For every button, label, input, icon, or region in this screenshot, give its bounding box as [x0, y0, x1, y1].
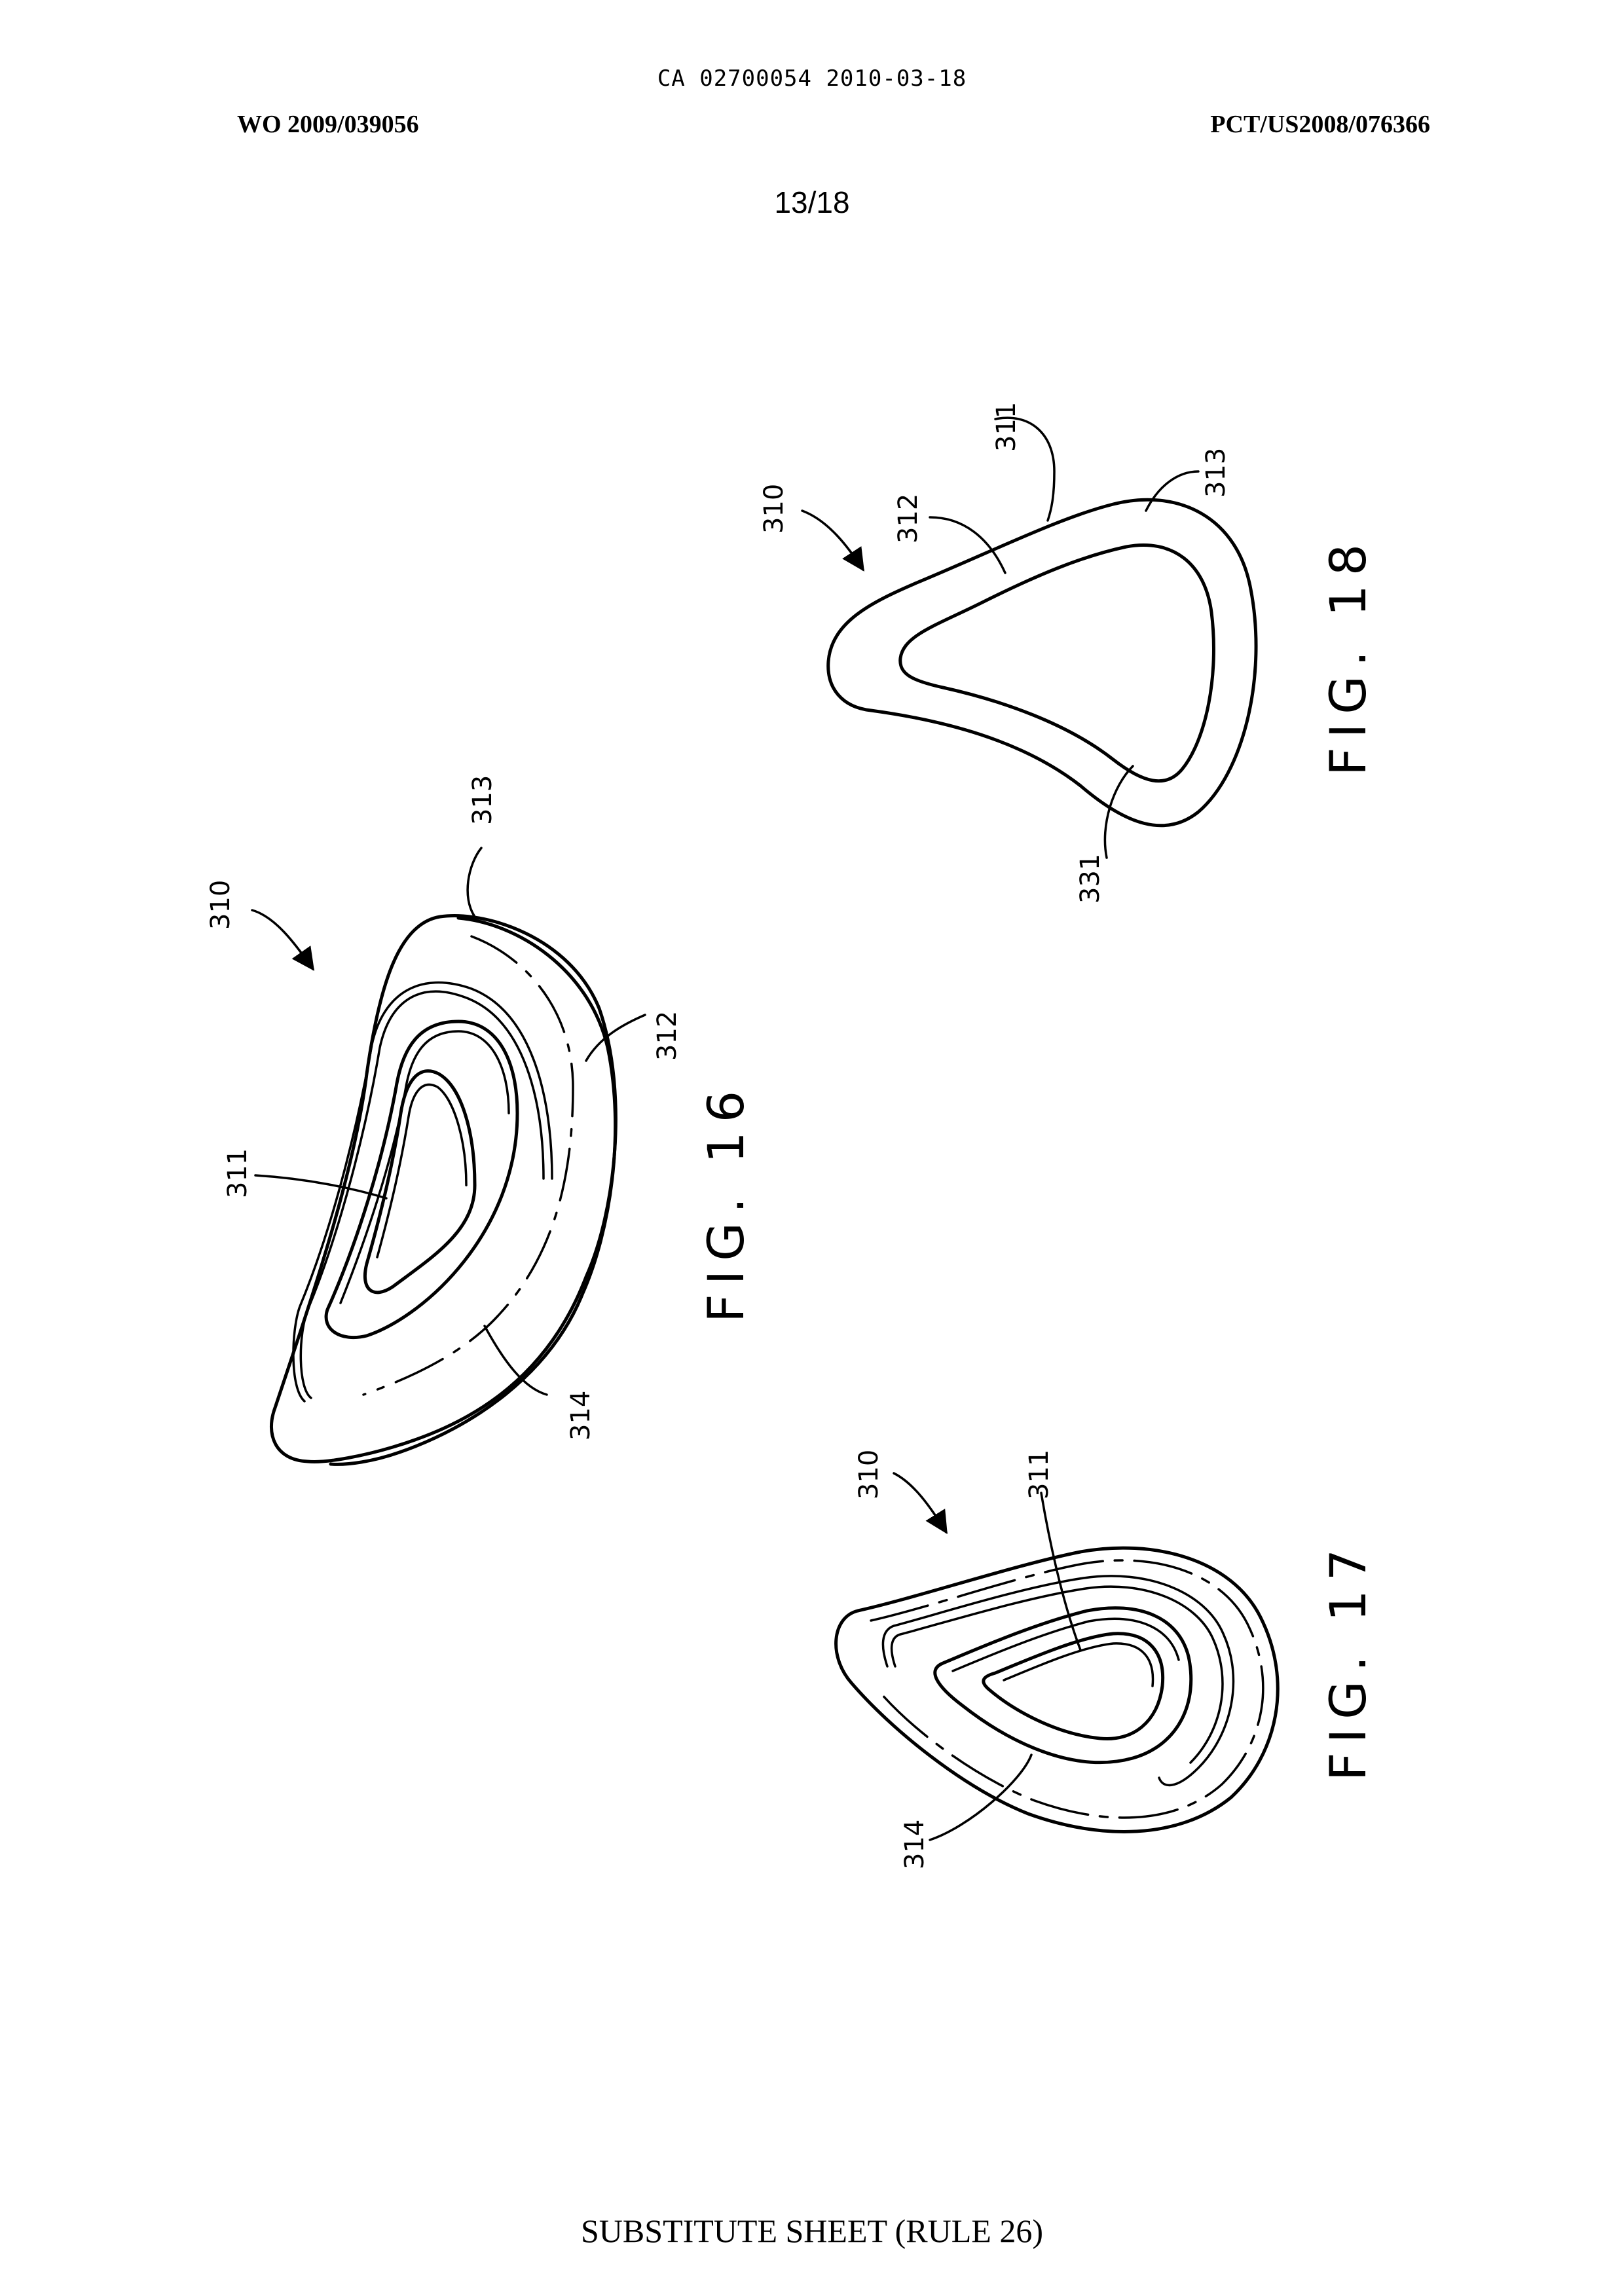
figure-18: 310 311 313 312 331 FIG. 18	[759, 402, 1377, 904]
fig16-leader-313	[468, 848, 481, 917]
fig18-ref-311: 311	[991, 402, 1022, 452]
fig16-pad-drawing	[271, 916, 616, 1465]
fig16-ref-312: 312	[652, 1011, 682, 1061]
fig18-stippled-region	[900, 545, 1214, 780]
fig18-pad-drawing	[828, 500, 1256, 826]
fig16-leader-311	[255, 1175, 386, 1198]
fig18-leader-312	[930, 517, 1005, 573]
fig17-pad-drawing	[836, 1548, 1278, 1831]
fig18-ref-313: 313	[1201, 448, 1231, 498]
fig17-ref-311: 311	[1024, 1450, 1054, 1499]
figure-17: 310 311 314 FIG. 17	[836, 1450, 1377, 1869]
fig16-ref-313: 313	[468, 775, 498, 825]
fig16-ref-311: 311	[223, 1148, 253, 1198]
fig16-leader-312	[586, 1015, 645, 1061]
fig17-ref-314: 314	[900, 1820, 930, 1869]
fig16-ref-314: 314	[566, 1391, 596, 1441]
fig18-leader-313	[1146, 471, 1198, 511]
fig17-caption: FIG. 17	[1319, 1540, 1377, 1781]
fig18-ref-331: 331	[1075, 854, 1105, 904]
fig16-caption: FIG. 16	[697, 1082, 755, 1323]
fig18-caption: FIG. 18	[1319, 535, 1377, 776]
fig16-ref-310: 310	[206, 880, 236, 930]
figure-16: 310 313 312 311 314 FIG. 16	[206, 775, 755, 1465]
fig16-arrow-310	[252, 910, 313, 969]
fig17-ref-310: 310	[854, 1450, 884, 1499]
fig18-ref-310: 310	[759, 484, 789, 534]
fig18-arrow-310	[802, 511, 863, 570]
fig17-arrow-310	[894, 1473, 946, 1532]
fig18-ref-312: 312	[893, 494, 923, 543]
substitute-sheet-footer: SUBSTITUTE SHEET (RULE 26)	[0, 2212, 1624, 2250]
